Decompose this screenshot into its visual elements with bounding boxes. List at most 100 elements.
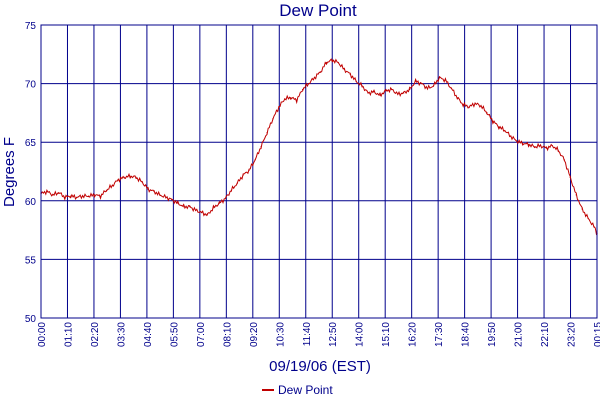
data-point — [563, 159, 565, 161]
data-point — [539, 145, 542, 147]
data-point — [284, 98, 286, 100]
x-tick-label: 08:10 — [222, 322, 233, 347]
x-tick-label: 23:20 — [567, 322, 578, 347]
y-axis-title: Degrees F — [1, 137, 18, 207]
x-tick-label: 00:00 — [37, 322, 48, 347]
data-point — [426, 87, 429, 89]
x-tick-label: 17:30 — [434, 322, 445, 347]
data-point — [409, 88, 411, 91]
data-point — [141, 181, 143, 183]
data-point — [432, 85, 435, 87]
x-tick-label: 21:00 — [514, 322, 525, 347]
data-point — [581, 208, 583, 210]
data-point — [272, 118, 274, 120]
data-point — [308, 83, 310, 85]
y-tick-label: 75 — [25, 21, 37, 32]
data-point — [474, 102, 476, 105]
x-tick-label: 00:15 — [593, 322, 600, 347]
data-point — [82, 195, 84, 197]
data-point — [105, 189, 107, 191]
x-tick-label: 02:20 — [90, 322, 101, 347]
data-point — [391, 88, 393, 91]
data-point — [218, 202, 220, 204]
x-tick-label: 19:50 — [487, 322, 498, 347]
data-point — [171, 199, 173, 201]
data-point — [296, 99, 298, 101]
x-tick-label: 10:30 — [275, 322, 286, 347]
x-tick-label: 03:30 — [116, 322, 127, 347]
data-point — [504, 129, 506, 132]
data-point — [117, 179, 119, 181]
data-point — [111, 185, 113, 187]
data-point — [88, 195, 90, 197]
y-tick-label: 60 — [25, 197, 37, 208]
y-axis-ticks: 50 55 60 65 70 75 — [25, 21, 37, 325]
data-point — [593, 226, 595, 228]
data-point — [201, 211, 203, 214]
data-point — [438, 77, 440, 79]
data-point — [254, 159, 256, 161]
x-tick-label: 07:00 — [196, 322, 207, 347]
data-point — [462, 104, 464, 106]
plot-area — [41, 25, 597, 318]
data-point — [64, 196, 66, 198]
x-tick-label: 12:50 — [328, 322, 339, 347]
x-tick-label: 04:40 — [143, 322, 154, 347]
data-point — [266, 132, 268, 134]
data-point — [153, 190, 155, 192]
chart-title: Dew Point — [279, 1, 357, 20]
data-point — [385, 90, 387, 92]
y-tick-label: 55 — [25, 255, 37, 266]
data-point — [135, 176, 137, 178]
data-point — [159, 194, 161, 196]
data-point — [367, 92, 369, 94]
data-point — [331, 59, 333, 61]
data-point — [76, 196, 78, 198]
data-point — [569, 176, 571, 178]
series-points — [40, 59, 598, 235]
data-point — [195, 209, 197, 211]
x-tick-label: 15:10 — [381, 322, 392, 347]
data-point — [93, 194, 96, 196]
data-point — [52, 194, 54, 196]
x-tick-label: 16:20 — [408, 322, 419, 347]
data-point — [361, 85, 363, 87]
x-axis-title: 09/19/06 (EST) — [269, 358, 371, 375]
data-point — [212, 207, 214, 209]
data-point — [165, 196, 167, 198]
data-point — [349, 73, 351, 75]
data-point — [278, 106, 280, 108]
data-point — [551, 145, 554, 147]
data-point — [230, 189, 232, 191]
data-point — [575, 194, 577, 196]
data-point — [534, 146, 536, 148]
data-point — [415, 80, 417, 82]
x-tick-label: 09:20 — [249, 322, 260, 347]
data-point — [319, 71, 322, 73]
data-point — [183, 206, 185, 208]
y-tick-label: 70 — [25, 80, 37, 91]
data-point — [587, 217, 589, 219]
y-tick-label: 65 — [25, 138, 37, 149]
data-point — [260, 146, 262, 148]
legend: Dew Point — [262, 383, 333, 397]
data-point — [206, 214, 209, 216]
x-tick-label: 22:10 — [540, 322, 551, 347]
data-point — [236, 182, 238, 184]
data-point — [557, 149, 559, 151]
data-point — [403, 92, 405, 94]
data-point — [242, 174, 244, 176]
data-point — [313, 77, 316, 79]
data-point — [522, 142, 524, 144]
x-tick-label: 05:50 — [169, 322, 180, 347]
data-point — [528, 143, 530, 146]
x-tick-label: 11:40 — [302, 322, 313, 347]
data-point — [189, 206, 191, 208]
data-point — [325, 61, 327, 64]
data-point — [343, 68, 345, 71]
data-point — [58, 192, 60, 194]
data-point — [510, 135, 512, 137]
data-point — [480, 105, 482, 107]
data-point — [468, 106, 470, 108]
